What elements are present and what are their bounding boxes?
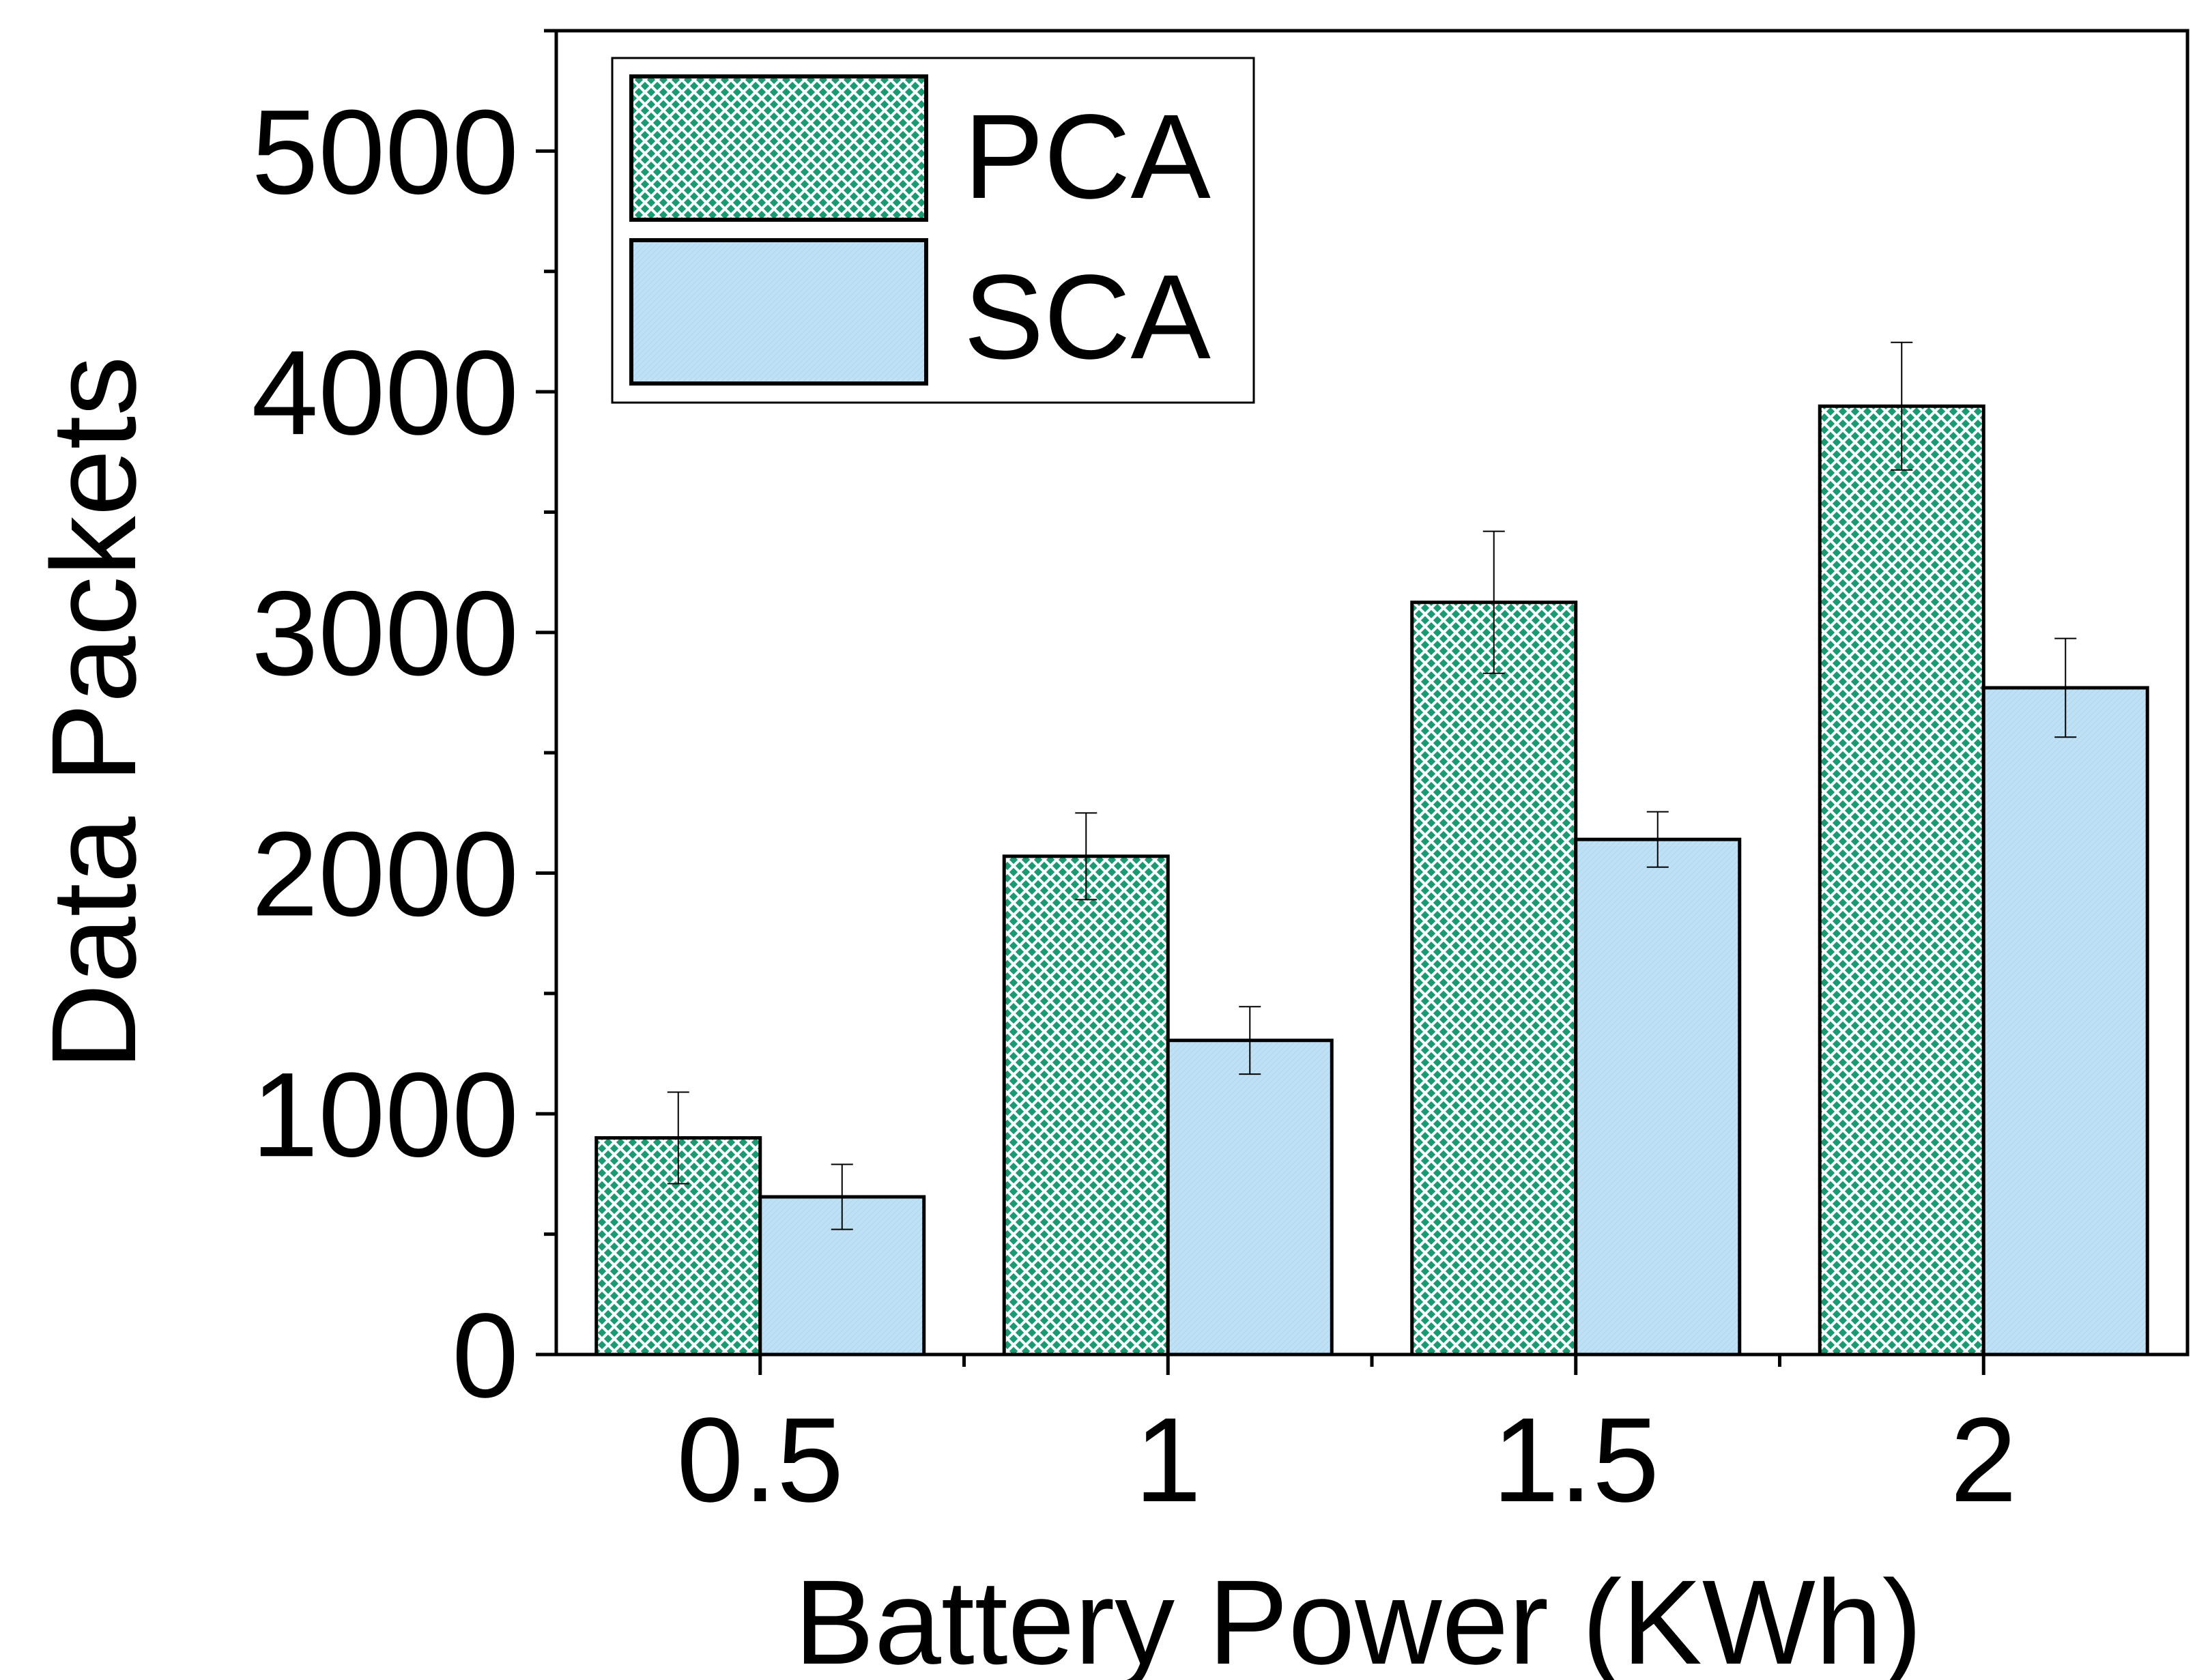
y-axis-label: Data Packets bbox=[27, 356, 161, 1071]
legend-swatch-pca bbox=[629, 74, 928, 222]
legend-label-sca: SCA bbox=[964, 250, 1211, 384]
y-tick-label: 4000 bbox=[251, 326, 519, 460]
bar-pca bbox=[1410, 600, 1578, 1357]
x-tick-label: 1.5 bbox=[1492, 1393, 1659, 1527]
x-tick-label: 2 bbox=[1950, 1393, 2017, 1527]
legend-label-pca: PCA bbox=[964, 90, 1211, 224]
bar-sca bbox=[1574, 837, 1742, 1357]
bar-pca bbox=[1818, 404, 1985, 1357]
plot-area: 0 1000 2000 3000 4000 5000 0.5 1 1.5 2 bbox=[251, 29, 2190, 1527]
x-tick-label: 0.5 bbox=[676, 1393, 844, 1527]
bar-sca bbox=[1166, 1039, 1334, 1357]
x-axis-label: Battery Power (KWh) bbox=[794, 1556, 1923, 1680]
y-tick-label: 5000 bbox=[251, 85, 519, 219]
legend: PCA SCA bbox=[611, 57, 1255, 404]
legend-swatch-sca bbox=[629, 238, 928, 386]
y-tick-label: 0 bbox=[452, 1289, 519, 1423]
y-tick-label: 2000 bbox=[251, 808, 519, 942]
y-tick-label: 1000 bbox=[251, 1048, 519, 1182]
x-tick-label: 1 bbox=[1134, 1393, 1201, 1527]
bar-sca bbox=[1981, 686, 2149, 1357]
bar-pca bbox=[1002, 854, 1170, 1357]
y-tick-label: 3000 bbox=[251, 567, 519, 701]
